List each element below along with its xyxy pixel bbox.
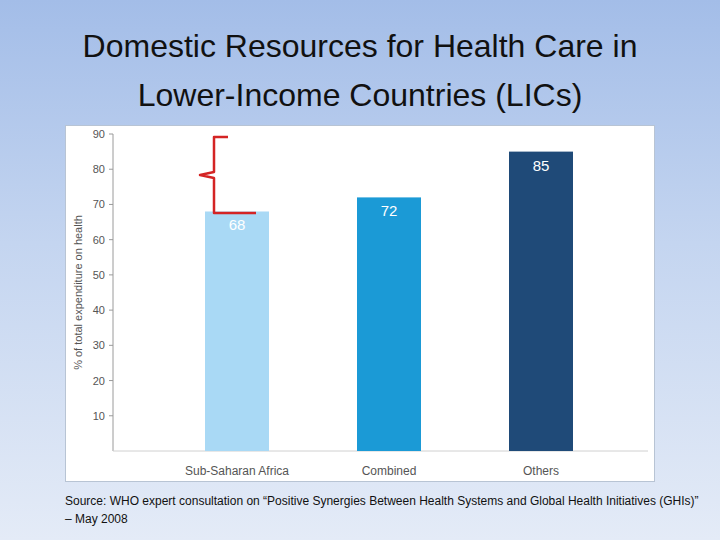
y-tick-label: 30 (93, 339, 105, 351)
bracket (200, 137, 256, 213)
y-tick-label: 60 (93, 234, 105, 246)
data-label: 72 (381, 202, 398, 219)
y-tick (109, 310, 113, 311)
title: Domestic Resources for Health Care in Lo… (40, 22, 680, 120)
y-tick-label: 40 (93, 304, 105, 316)
y-tick (109, 134, 113, 135)
y-tick (109, 415, 113, 416)
y-tick (109, 345, 113, 346)
y-tick (109, 204, 113, 205)
category-label: Combined (362, 464, 417, 478)
bar (205, 211, 269, 451)
y-axis-label: % of total expenditure on health (72, 215, 84, 370)
bars (205, 152, 573, 451)
category-label: Sub-Saharan Africa (185, 464, 289, 478)
y-tick-label: 50 (93, 269, 105, 281)
y-tick-label: 80 (93, 163, 105, 175)
source-note: Source: WHO expert consultation on “Posi… (65, 492, 705, 528)
data-label: 68 (229, 216, 246, 233)
bracket-overlay (0, 0, 720, 540)
category-label: Others (523, 464, 559, 478)
y-axis-line (113, 134, 114, 451)
bar (357, 197, 421, 451)
chart: 10 20 30 40 50 60 70 80 90 % of total expenditure… (66, 126, 656, 483)
y-tick-label: 20 (93, 375, 105, 387)
chart-frame: 10 20 30 40 50 60 70 80 90 % of total expenditure… (65, 125, 655, 482)
y-tick-label: 70 (93, 198, 105, 210)
bar (509, 152, 573, 451)
y-tick (109, 169, 113, 170)
data-label: 85 (533, 157, 550, 174)
y-tick-label: 90 (93, 128, 105, 140)
y-tick (109, 239, 113, 240)
y-tick (109, 380, 113, 381)
y-tick-label: 10 (93, 410, 105, 422)
y-tick (109, 274, 113, 275)
